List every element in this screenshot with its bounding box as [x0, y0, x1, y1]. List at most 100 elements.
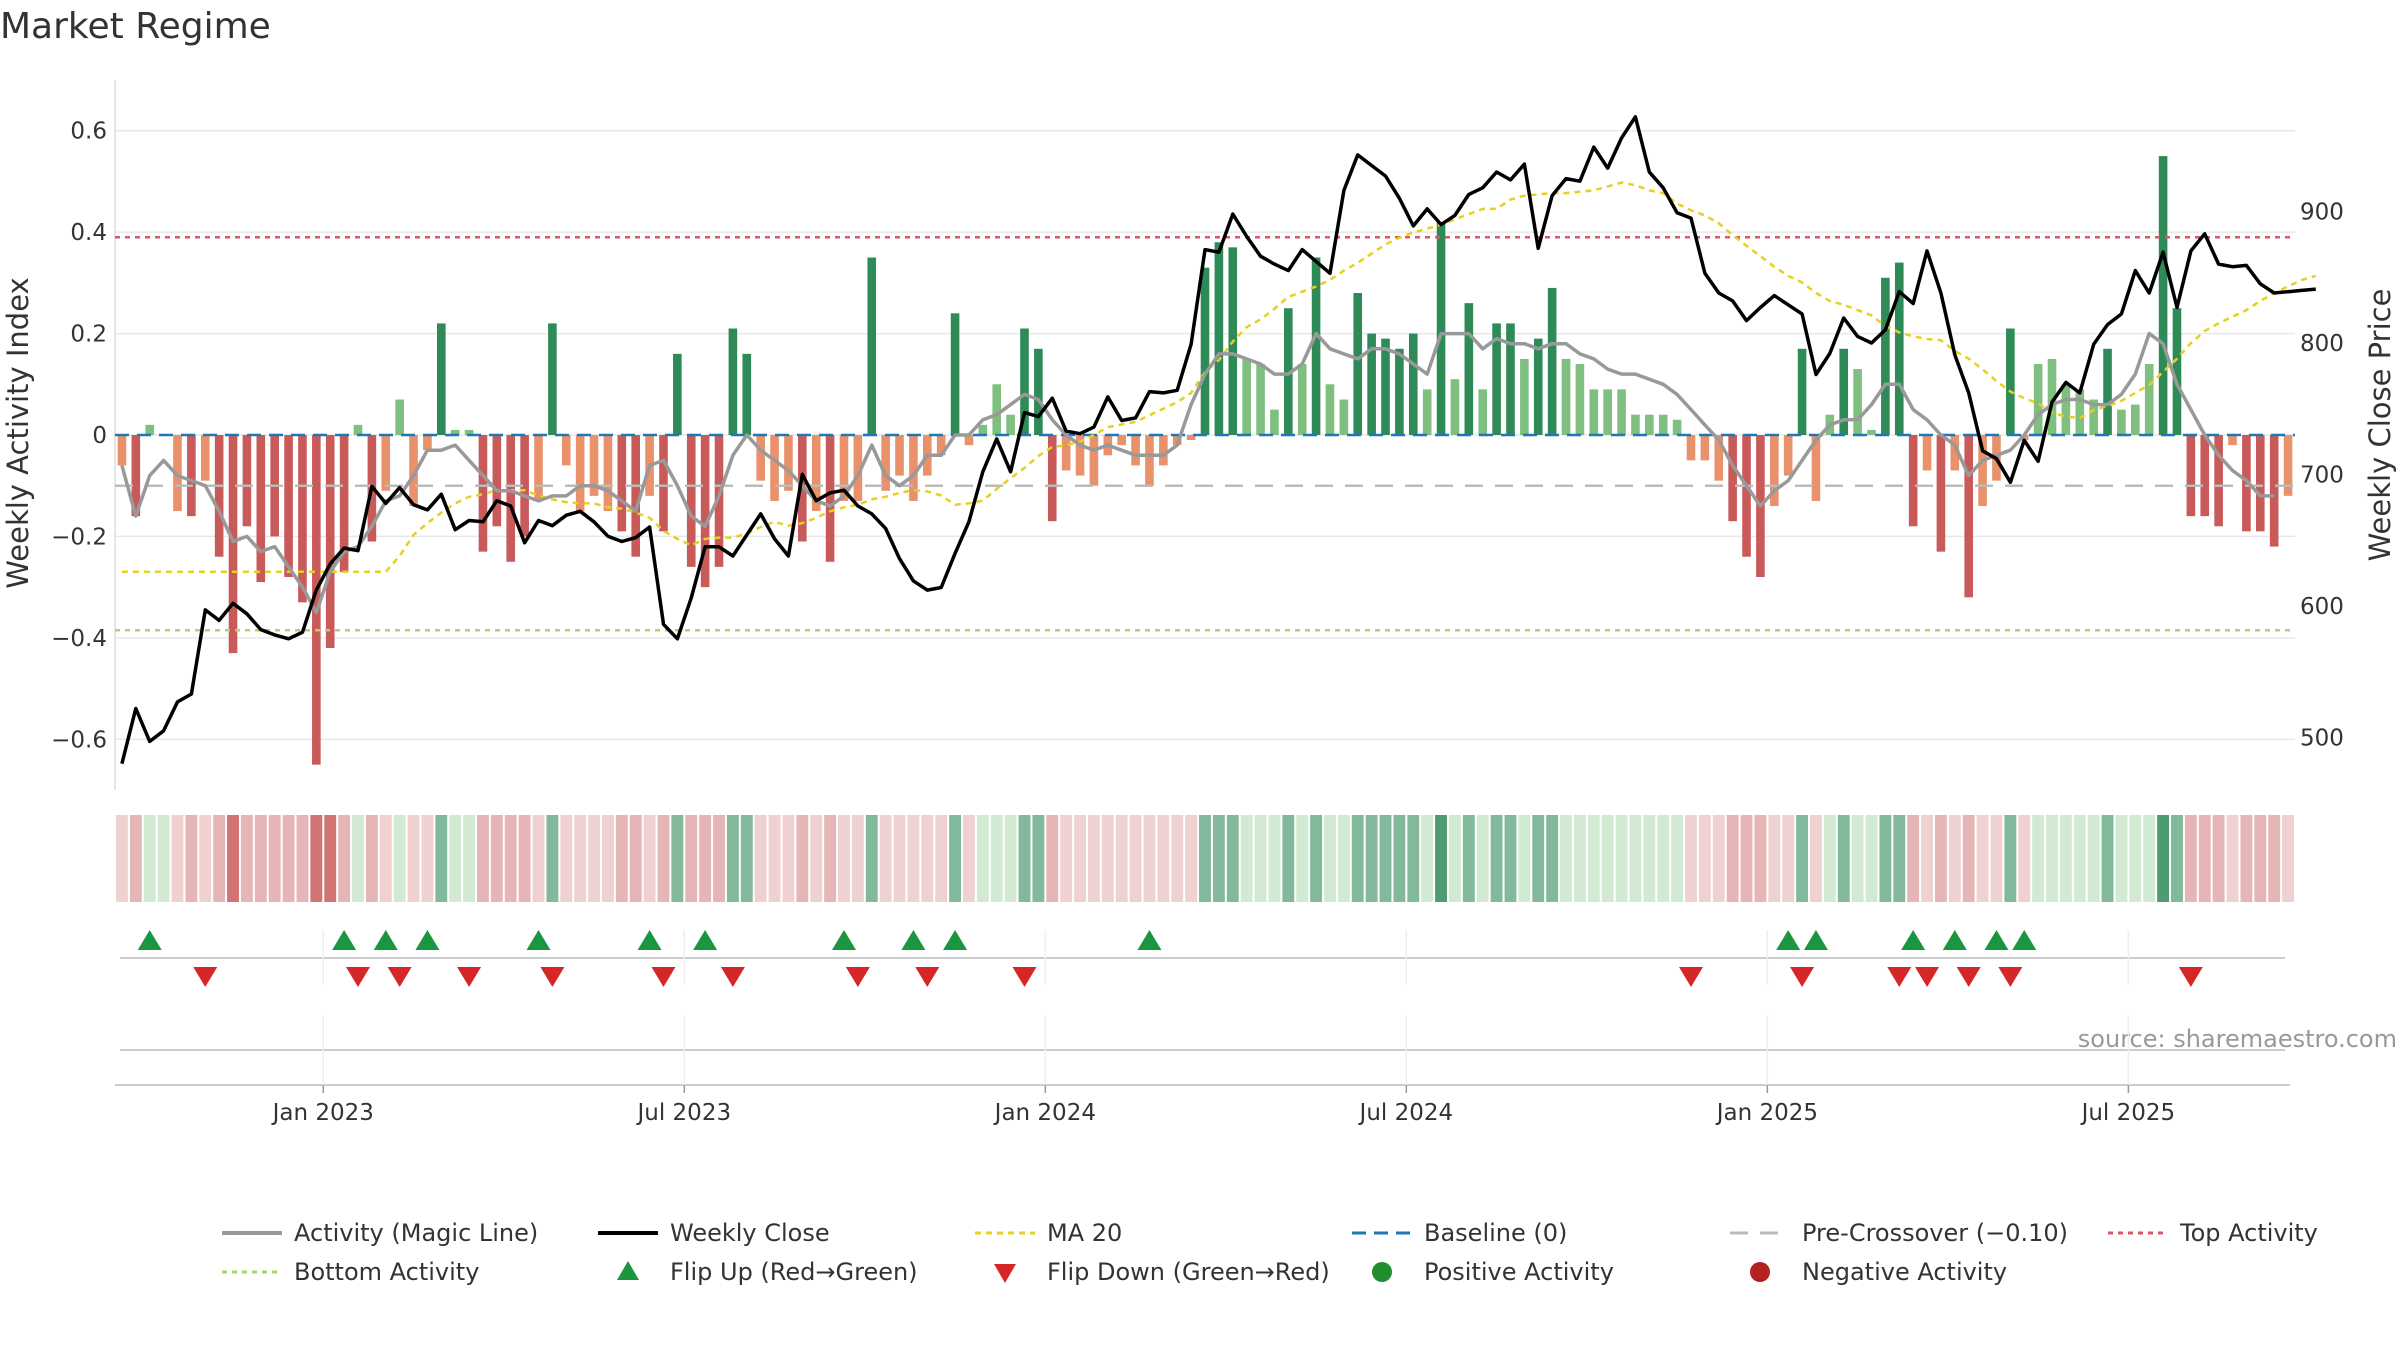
activity-bar	[117, 435, 127, 466]
activity-bar	[2228, 435, 2237, 446]
activity-bar	[2047, 358, 2057, 435]
activity-bar	[353, 424, 363, 435]
flip-down-marker	[1678, 967, 1703, 987]
regime-cell	[1782, 815, 1795, 902]
regime-cell	[1685, 815, 1697, 902]
regime-cell	[1004, 815, 1017, 902]
right-tick-label: 800	[2300, 331, 2344, 357]
regime-cell	[1310, 815, 1323, 902]
activity-bar	[950, 313, 960, 435]
activity-magic-line	[120, 331, 2275, 615]
regime-cell	[254, 815, 267, 902]
flip-up-marker	[1803, 930, 1828, 950]
regime-cell	[1657, 815, 1670, 902]
flip-down-marker	[1012, 967, 1037, 987]
activity-bar	[1297, 364, 1307, 435]
regime-cell	[1587, 815, 1600, 902]
regime-cell	[532, 815, 545, 902]
flip-up-marker	[901, 930, 926, 950]
regime-cell	[282, 815, 295, 902]
regime-cell	[1337, 815, 1350, 902]
regime-cell	[435, 815, 448, 902]
regime-cell	[393, 815, 406, 902]
regime-cell	[477, 815, 489, 902]
activity-bar	[2006, 328, 2015, 435]
regime-cell	[143, 815, 156, 902]
regime-cell	[116, 815, 128, 902]
regime-cell	[2171, 815, 2183, 902]
activity-bar	[2186, 435, 2196, 517]
legend-label: Positive Activity	[1424, 1258, 1614, 1286]
activity-bar	[145, 424, 155, 435]
regime-cell	[2087, 815, 2100, 902]
regime-cell	[907, 815, 920, 902]
regime-cell	[1532, 815, 1545, 902]
regime-cell	[935, 815, 948, 902]
regime-cell	[449, 815, 462, 902]
activity-bar	[811, 435, 821, 512]
activity-bar	[1408, 333, 1418, 435]
activity-bar	[1186, 435, 1196, 441]
activity-bar	[2214, 435, 2223, 527]
regime-cell	[1601, 815, 1614, 902]
regime-cell	[754, 815, 767, 902]
activity-bar	[1769, 435, 1779, 506]
activity-bar	[1339, 399, 1349, 435]
regime-cell	[463, 815, 476, 902]
regime-cell	[240, 815, 253, 902]
regime-cell	[185, 815, 198, 902]
activity-bar	[2283, 435, 2293, 496]
right-tick-label: 600	[2300, 594, 2344, 620]
weekly-close-line	[120, 115, 2316, 765]
regime-cell	[976, 815, 989, 902]
regime-cell	[1851, 815, 1864, 902]
regime-cell	[338, 815, 351, 902]
activity-bar	[589, 435, 599, 496]
flip-up-marker	[1942, 930, 1967, 950]
regime-cell	[2184, 815, 2197, 902]
flip-down-marker	[345, 967, 370, 987]
regime-cell	[685, 815, 698, 902]
activity-bar	[575, 435, 585, 512]
activity-bar	[1936, 435, 1946, 552]
regime-cell	[1768, 815, 1781, 902]
regime-cell	[2157, 815, 2170, 902]
regime-cell	[365, 815, 378, 902]
activity-bars	[117, 156, 2293, 765]
flip-down-marker	[1998, 967, 2023, 987]
activity-bar	[409, 435, 418, 506]
flip-down-marker	[720, 967, 745, 987]
regime-cell	[1476, 815, 1489, 902]
activity-bar	[992, 384, 1002, 435]
legend-label: Top Activity	[2179, 1219, 2318, 1247]
regime-cell	[601, 815, 614, 902]
flip-down-marker	[1956, 967, 1981, 987]
activity-bar	[964, 435, 974, 446]
activity-bar	[2103, 348, 2112, 435]
x-tick-label: Jul 2024	[1358, 1100, 1454, 1126]
activity-bar	[1422, 389, 1432, 435]
flip-down-marker	[387, 967, 412, 987]
activity-bar	[1117, 435, 1126, 446]
activity-bar	[1006, 414, 1015, 435]
regime-cell	[296, 815, 309, 902]
activity-bar	[423, 435, 432, 451]
regime-cell	[1754, 815, 1767, 902]
regime-cell	[2032, 815, 2045, 902]
activity-bar	[714, 435, 724, 567]
activity-bar	[686, 435, 696, 567]
activity-bar	[478, 435, 488, 552]
regime-cell	[2198, 815, 2211, 902]
regime-cell	[2018, 815, 2031, 902]
activity-bar	[2061, 384, 2071, 435]
source-label: source: sharemaestro.com	[2078, 1025, 2397, 1053]
flip-up-marker	[1901, 930, 1926, 950]
regime-cell	[2004, 815, 2017, 902]
regime-cell	[865, 815, 878, 902]
flip-up-marker	[1984, 930, 2009, 950]
activity-bar	[520, 435, 529, 537]
regime-cell	[379, 815, 392, 902]
regime-cell	[227, 815, 239, 902]
